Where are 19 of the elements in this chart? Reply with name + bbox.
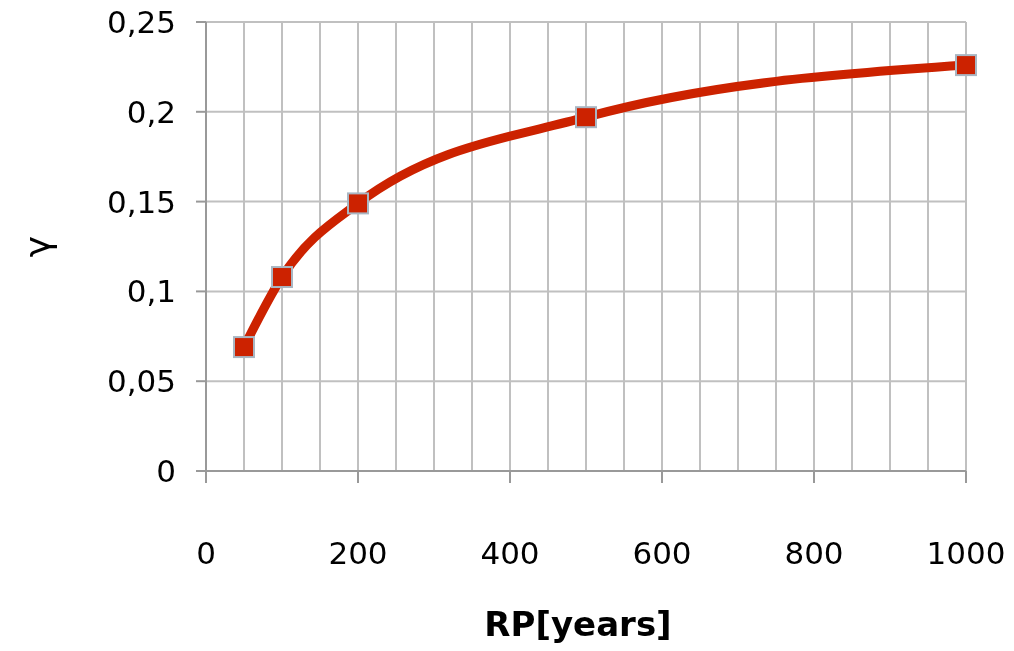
x-tick-label: 0	[196, 535, 216, 571]
y-tick-label: 0	[156, 453, 176, 489]
y-tick-label: 0,25	[106, 4, 176, 40]
y-axis-title: γ	[17, 235, 58, 258]
point	[271, 266, 293, 289]
x-tick-label: 400	[480, 535, 540, 571]
x-tick-label: 800	[784, 535, 844, 571]
y-tick-label: 0,15	[106, 183, 176, 220]
x-tick-label: 600	[632, 535, 692, 571]
y-tick-label: 0,05	[106, 363, 176, 400]
y-tick-label: 0,1	[126, 273, 176, 310]
x-tick-label: 1000	[926, 535, 1006, 571]
point	[233, 336, 255, 359]
y-tick-label: 0,2	[126, 93, 176, 130]
x-tick-label: 200	[328, 535, 388, 571]
point	[955, 54, 977, 77]
point	[575, 106, 597, 129]
point	[347, 192, 369, 215]
x-axis-title: RP[years]	[484, 604, 672, 644]
